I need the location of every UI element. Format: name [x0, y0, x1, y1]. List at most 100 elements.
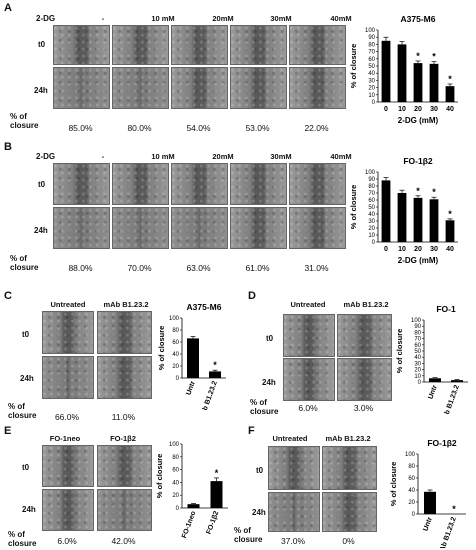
significance-marker: *: [432, 187, 436, 197]
y-tick-label: 60: [172, 340, 179, 346]
row-label-t0: t0: [256, 466, 264, 475]
chart-title: FO-1β2: [403, 156, 433, 166]
micrograph-t0-30: [230, 25, 287, 65]
micrograph-24h-fo1neo: [42, 489, 94, 531]
y-tick-label: 0: [372, 100, 376, 106]
panel-label: C: [4, 290, 12, 302]
chart-title: A375-M6: [187, 302, 222, 312]
x-tick-label: Untr: [422, 516, 434, 532]
y-axis-label: % of closure: [395, 329, 404, 374]
micrograph-24h-20: [171, 67, 228, 109]
row-label-t0: t0: [22, 463, 30, 472]
x-tick-label: 10: [398, 106, 406, 113]
x-tick-label: 0: [384, 106, 388, 113]
micrograph-24h-0: [53, 67, 110, 109]
micrograph-24h-mab: [337, 358, 392, 401]
closure-value: 42.0%: [111, 536, 136, 546]
micrograph-24h-untreated: [42, 356, 94, 399]
micrograph-t0-40: [289, 25, 346, 65]
significance-marker: *: [416, 51, 420, 61]
y-tick-label: 50: [368, 205, 375, 211]
x-tick-label: 30: [430, 246, 438, 253]
column-header: mAb B1.23.2: [325, 434, 371, 443]
row-label-24h: 24h: [262, 378, 276, 387]
bar: [397, 44, 407, 102]
panel-label: B: [4, 141, 12, 153]
closure-value: 22.0%: [304, 123, 329, 133]
closure-label: % of closure: [10, 254, 39, 272]
y-tick-label: 20: [408, 500, 415, 506]
row-label-24h: 24h: [22, 505, 36, 514]
bar: [210, 481, 223, 508]
column-header: 20mM: [212, 152, 234, 161]
micrograph-t0-40: [289, 163, 346, 205]
y-tick-label: 80: [172, 455, 179, 461]
closure-value: 70.0%: [127, 263, 152, 273]
column-header: 10 mM: [151, 14, 175, 23]
micrograph-24h-mab: [322, 492, 377, 532]
significance-marker: *: [448, 74, 452, 84]
column-header: 40mM: [330, 152, 352, 161]
column-header: mAb B1.23.2: [103, 300, 149, 309]
micrograph-t0-10: [112, 25, 169, 65]
y-tick-label: 50: [414, 349, 421, 355]
closure-value: 88.0%: [68, 263, 93, 273]
micrograph-t0-mab: [322, 446, 377, 490]
y-tick-label: 60: [368, 57, 375, 63]
y-tick-label: 60: [414, 343, 421, 349]
y-tick-label: 40: [408, 488, 415, 494]
closure-value: 85.0%: [68, 123, 93, 133]
bar: [445, 220, 455, 242]
treatment-label: 2-DG: [36, 14, 56, 23]
y-tick-label: 30: [414, 361, 421, 367]
row-label-t0: t0: [22, 330, 30, 339]
closure-label: % of closure: [8, 402, 37, 420]
micrograph-24h-10: [112, 207, 169, 249]
y-tick-label: 100: [365, 28, 376, 34]
panel-label: A: [4, 2, 12, 14]
column-header: 40mM: [330, 14, 352, 23]
bar: [397, 193, 407, 242]
x-tick-label: 40: [446, 246, 454, 253]
y-tick-label: 30: [368, 219, 375, 225]
y-tick-label: 50: [368, 64, 375, 70]
y-tick-label: 60: [172, 468, 179, 474]
y-tick-label: 100: [169, 442, 180, 448]
y-tick-label: 100: [365, 170, 376, 176]
closure-value: 0%: [342, 536, 355, 546]
bar-chart-e: 0 20 40 60 80 100 % of closure FO-1neo * FO-1β2: [155, 442, 228, 539]
closure-value: 6.0%: [298, 403, 318, 413]
x-tick-label: 10: [398, 246, 406, 253]
y-tick-label: 100: [169, 316, 180, 322]
x-tick-label: 0: [384, 246, 388, 253]
x-tick-label: mAb B1.23.2: [198, 380, 219, 410]
y-axis-label: % of closure: [157, 326, 166, 371]
column-header: -: [101, 152, 105, 161]
micrograph-t0-untreated: [42, 311, 94, 354]
column-header: 10 mM: [151, 152, 175, 161]
micrograph-t0-untreated: [283, 314, 335, 357]
significance-marker: *: [448, 209, 452, 219]
x-axis-label: 2-DG (mM): [398, 116, 439, 125]
bar-chart-c: A375-M6 0 20 40 60 80 100% of closure Untr * mAb …: [157, 302, 226, 410]
bar: [413, 197, 423, 242]
closure-value: 11.0%: [111, 412, 136, 422]
column-header: FO-1neo: [49, 434, 81, 443]
micrograph-t0-20: [171, 25, 228, 65]
panel-label: F: [248, 425, 255, 437]
closure-value: 53.0%: [245, 123, 270, 133]
y-tick-label: 40: [172, 352, 179, 358]
micrograph-24h-0: [53, 207, 110, 249]
y-tick-label: 90: [414, 324, 421, 330]
x-tick-label: mAb B1.23.2: [437, 516, 458, 548]
x-axis-label: 2-DG (mM): [398, 256, 439, 265]
chart-title: FO-1: [436, 304, 456, 314]
y-tick-label: 80: [172, 328, 179, 334]
y-tick-label: 100: [405, 452, 416, 458]
significance-marker: *: [215, 468, 219, 478]
closure-value: 37.0%: [280, 536, 306, 546]
bar: [381, 180, 391, 242]
x-tick-label: 20: [414, 246, 422, 253]
